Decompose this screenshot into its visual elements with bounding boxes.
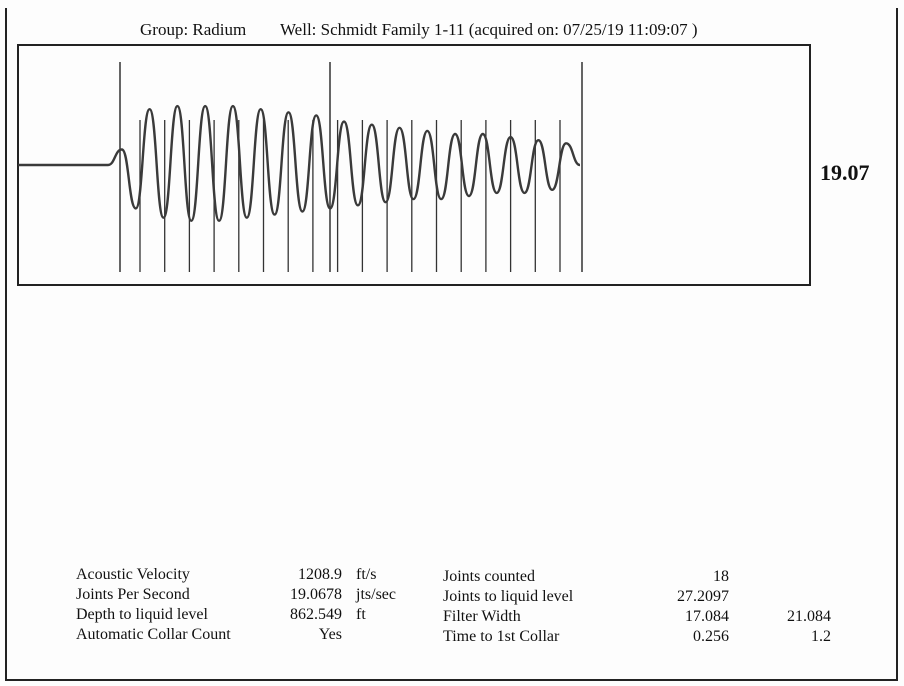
stat-value-2: 1.2 — [811, 628, 831, 645]
collar-markers — [119, 62, 583, 272]
stat-unit: ft/s — [356, 566, 377, 583]
chart-plot-box — [17, 44, 811, 286]
stat-row: Joints counted 18 — [443, 567, 843, 587]
outer-frame — [5, 8, 898, 681]
stat-value: 18 — [713, 568, 729, 585]
stat-label: Automatic Collar Count — [76, 626, 231, 643]
well-label: Well: Schmidt Family 1-11 (acquired on: … — [280, 20, 698, 39]
stat-row: Filter Width 17.084 21.084 — [443, 607, 843, 627]
stat-label: Time to 1st Collar — [443, 628, 560, 645]
stat-row: Depth to liquid level 862.549 ft — [76, 605, 436, 625]
stat-value: 0.256 — [693, 628, 729, 645]
stat-value: 27.2097 — [677, 588, 729, 605]
group-label: Group: Radium — [140, 20, 247, 39]
stat-label: Acoustic Velocity — [76, 566, 190, 583]
stat-row: Acoustic Velocity 1208.9 ft/s — [76, 565, 436, 585]
stat-row: Joints Per Second 19.0678 jts/sec — [76, 585, 436, 605]
joints-per-second-readout: 19.07 — [820, 160, 870, 185]
stat-label: Joints Per Second — [76, 586, 190, 603]
stat-value-2: 21.084 — [787, 608, 831, 625]
stat-row: Time to 1st Collar 0.256 1.2 — [443, 627, 843, 647]
stat-value: 1208.9 — [298, 566, 342, 583]
stat-value: 17.084 — [685, 608, 729, 625]
stat-label: Filter Width — [443, 608, 521, 625]
stat-row: Joints to liquid level 27.2097 — [443, 587, 843, 607]
stat-row: Automatic Collar Count Yes — [76, 625, 436, 645]
stat-value: Yes — [318, 626, 342, 643]
stat-label: Joints to liquid level — [443, 588, 574, 605]
stat-unit: ft — [356, 606, 366, 623]
stat-value: 19.0678 — [290, 586, 342, 603]
stat-value: 862.549 — [290, 606, 342, 623]
acoustic-trace-line — [18, 104, 581, 223]
stat-unit: jts/sec — [356, 586, 396, 603]
stat-label: Depth to liquid level — [76, 606, 208, 623]
stat-label: Joints counted — [443, 568, 535, 585]
